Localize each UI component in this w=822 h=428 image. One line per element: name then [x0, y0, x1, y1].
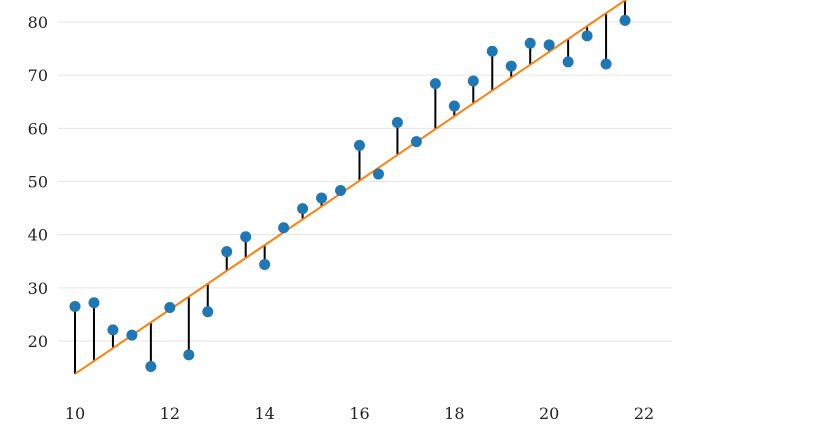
data-point [202, 306, 214, 318]
data-point [164, 302, 176, 314]
x-tick-label: 14 [254, 404, 274, 423]
point-layer [69, 14, 631, 373]
data-point [221, 246, 233, 258]
data-point [126, 329, 138, 341]
data-point [391, 116, 403, 128]
x-tick-label: 16 [349, 404, 369, 423]
x-tick-label: 12 [160, 404, 180, 423]
grid-layer [58, 21, 672, 342]
x-tick-label: 22 [634, 404, 654, 423]
data-point [107, 324, 119, 336]
data-point [88, 297, 100, 309]
y-tick-labels: 20 30 40 50 60 70 80 [28, 13, 48, 351]
fit-line [74, 0, 628, 375]
data-point [562, 56, 574, 68]
data-point [467, 75, 479, 87]
y-tick-label: 50 [28, 173, 48, 192]
data-point [354, 139, 365, 151]
y-tick-label: 30 [28, 279, 48, 298]
data-point [335, 185, 347, 197]
x-tick-label: 18 [444, 404, 464, 423]
data-point [619, 14, 631, 26]
data-point [505, 60, 517, 72]
y-tick-label: 20 [28, 332, 48, 351]
data-point [278, 222, 290, 234]
data-point [183, 349, 195, 361]
x-tick-label: 20 [539, 404, 559, 423]
data-point [581, 30, 593, 42]
data-point [259, 258, 271, 270]
data-point [145, 361, 157, 373]
data-point [316, 192, 328, 204]
y-tick-label: 80 [28, 13, 48, 32]
y-tick-label: 70 [28, 66, 48, 85]
data-point [524, 37, 536, 49]
data-point [297, 203, 309, 215]
data-point [69, 300, 81, 312]
data-point [240, 231, 252, 243]
data-point [372, 168, 384, 180]
data-point [410, 136, 422, 148]
data-point [486, 45, 498, 57]
x-tick-label: 10 [65, 404, 85, 423]
fit-line-layer [74, 0, 628, 375]
data-point [448, 100, 460, 112]
data-point [429, 78, 441, 90]
y-tick-label: 60 [28, 119, 48, 138]
x-tick-labels: 10 12 14 16 18 20 22 [65, 404, 654, 423]
data-point [600, 58, 612, 70]
data-point [543, 39, 555, 51]
y-tick-label: 40 [28, 226, 48, 245]
